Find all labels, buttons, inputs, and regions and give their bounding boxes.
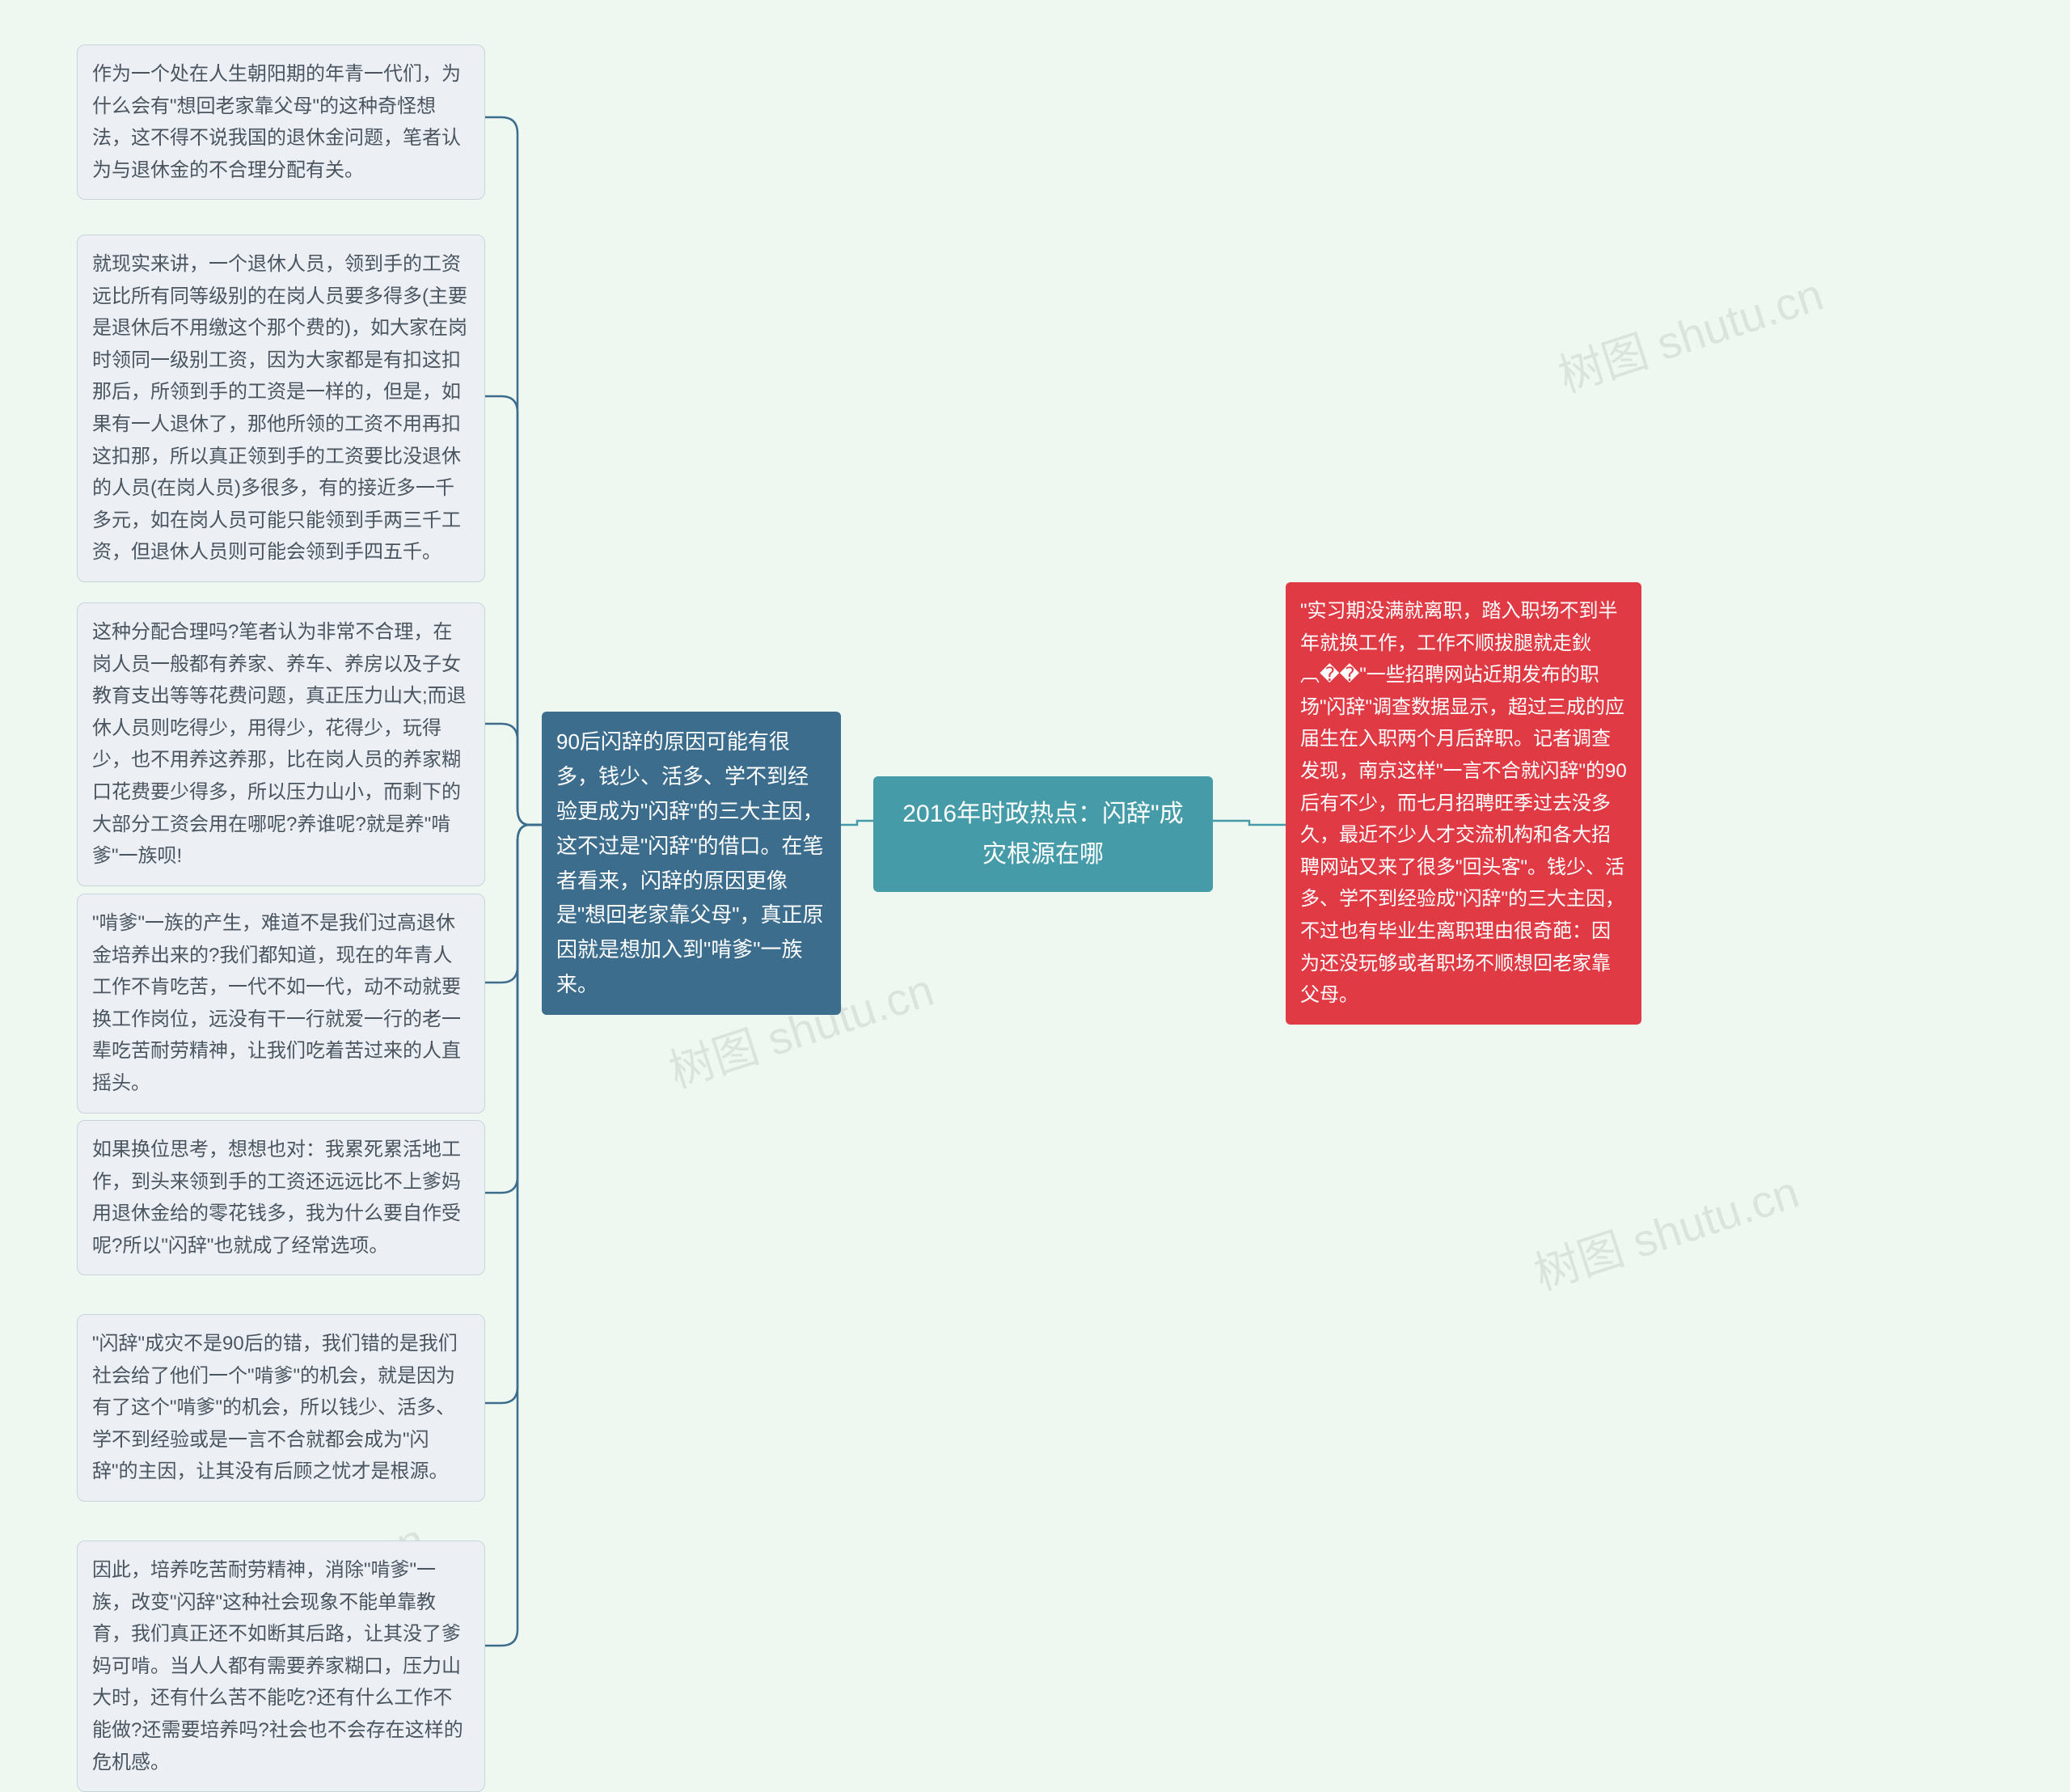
red-node-summary[interactable]: "实习期没满就离职，踏入职场不到半年就换工作，工作不顺拔腿就走鈥︹��"一些招聘… xyxy=(1286,582,1641,1025)
leaf-node[interactable]: 作为一个处在人生朝阳期的年青一代们，为什么会有"想回老家靠父母"的这种奇怪想法，… xyxy=(77,44,485,200)
leaf-node[interactable]: "闪辞"成灾不是90后的错，我们错的是我们社会给了他们一个"啃爹"的机会，就是因… xyxy=(77,1314,485,1502)
leaf-node[interactable]: 这种分配合理吗?笔者认为非常不合理，在岗人员一般都有养家、养车、养房以及子女教育… xyxy=(77,602,485,886)
mindmap-canvas: 树图 shutu.cn 树图 shutu.cn 树图 shutu.cn 树图 s… xyxy=(0,0,2070,1689)
leaf-node[interactable]: 因此，培养吃苦耐劳精神，消除"啃爹"一族，改变"闪辞"这种社会现象不能单靠教育，… xyxy=(77,1541,485,1792)
leaf-node[interactable]: 就现实来讲，一个退休人员，领到手的工资远比所有同等级别的在岗人员要多得多(主要是… xyxy=(77,235,485,582)
watermark: 树图 shutu.cn xyxy=(1525,1156,1806,1304)
center-node[interactable]: 2016年时政热点：闪辞"成灾根源在哪 xyxy=(873,776,1213,892)
leaf-node[interactable]: 如果换位思考，想想也对：我累死累活地工作，到头来领到手的工资还远远比不上爹妈用退… xyxy=(77,1120,485,1275)
watermark: 树图 shutu.cn xyxy=(1549,259,1831,406)
sub-node-causes[interactable]: 90后闪辞的原因可能有很多，钱少、活多、学不到经验更成为"闪辞"的三大主因，这不… xyxy=(542,712,841,1015)
leaf-node[interactable]: "啃爹"一族的产生，难道不是我们过高退休金培养出来的?我们都知道，现在的年青人工… xyxy=(77,894,485,1114)
